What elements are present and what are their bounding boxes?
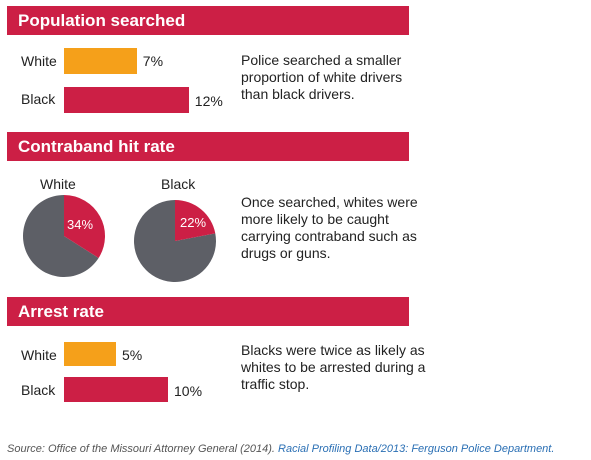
- source-citation: Source: Office of the Missouri Attorney …: [7, 443, 591, 455]
- pie-white-label: White: [40, 176, 76, 192]
- searched-black-bar: [64, 87, 189, 113]
- arrest-white-bar: [64, 342, 116, 366]
- searched-white-label: White: [21, 53, 57, 69]
- pie-white-rest-slice: [22, 195, 99, 277]
- arrest-white-value: 5%: [122, 347, 143, 363]
- pie-white: 34%: [22, 195, 105, 277]
- pie-black-value: 22%: [180, 215, 206, 230]
- source-link[interactable]: Racial Profiling Data/2013: Ferguson Pol…: [278, 443, 555, 455]
- searched-black-value: 12%: [194, 93, 223, 109]
- arrest-white-label: White: [21, 347, 57, 363]
- contraband-note: Once searched, whites were more likely t…: [241, 194, 418, 261]
- arrest-note: Blacks were twice as likely as whites to…: [241, 342, 426, 392]
- pie-black: 22%: [134, 200, 216, 282]
- arrest-black-bar: [64, 377, 168, 402]
- contraband-header: Contraband hit rate: [7, 132, 409, 161]
- searched-header: Population searched: [7, 6, 409, 35]
- pie-white-value: 34%: [67, 217, 93, 232]
- pie-black-highlight-slice: [175, 200, 216, 241]
- pie-black-label: Black: [161, 176, 196, 192]
- pie-white-highlight-slice: [64, 195, 105, 258]
- searched-black-label: Black: [21, 91, 56, 107]
- searched-white-value: 7%: [142, 53, 164, 69]
- arrest-black-value: 10%: [174, 383, 203, 399]
- source-prefix: Source: Office of the Missouri Attorney …: [7, 443, 279, 455]
- arrest-black-label: Black: [21, 382, 56, 398]
- searched-note: Police searched a smaller proportion of …: [241, 52, 403, 102]
- searched-white-bar: [64, 48, 137, 74]
- arrest-header: Arrest rate: [7, 297, 409, 326]
